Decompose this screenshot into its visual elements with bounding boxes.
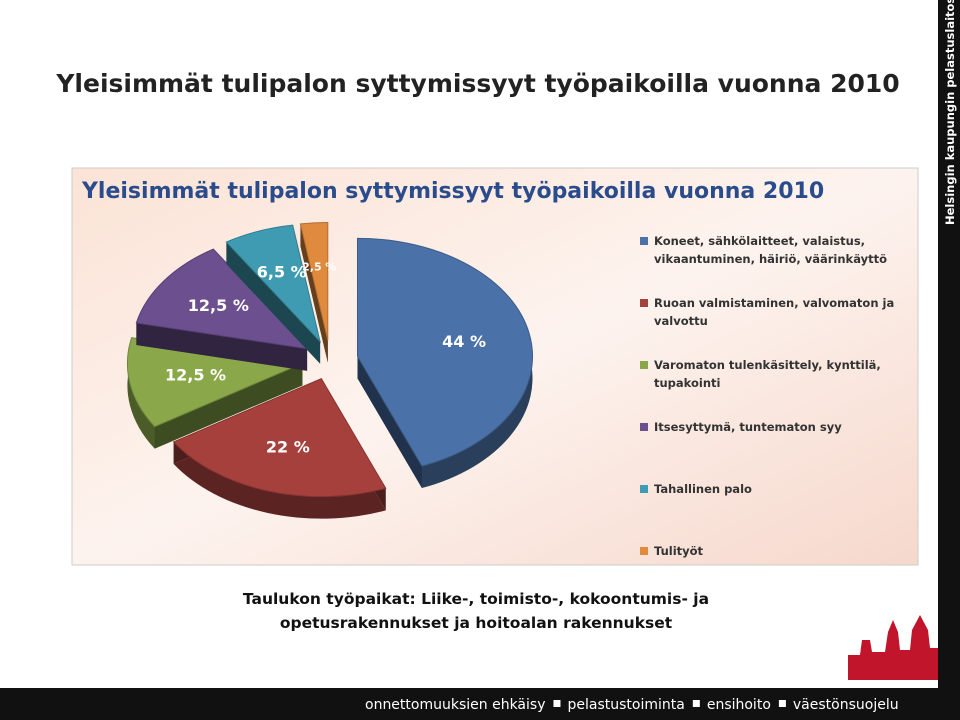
- legend-item: Tulityöt: [640, 542, 910, 604]
- footer-separator: [692, 700, 700, 707]
- legend-label: Ruoan valmistaminen, valvomaton ja valvo…: [654, 296, 895, 328]
- slice-side: [226, 242, 321, 364]
- data-label: 22 %: [266, 438, 310, 457]
- legend-swatch: [640, 547, 648, 555]
- footer: onnettomuuksien ehkäisy pelastustoiminta e…: [365, 697, 899, 713]
- data-label: 44 %: [442, 332, 486, 351]
- slice-side: [154, 363, 303, 449]
- legend-item: Tahallinen palo: [640, 480, 910, 542]
- side-label: Helsingin kaupungin pelastuslaitos: [943, 0, 957, 225]
- data-label: 6,5 %: [257, 263, 307, 282]
- side-bar: [938, 0, 960, 720]
- slice: [225, 224, 322, 364]
- legend-label: Tulityöt: [654, 544, 704, 558]
- data-label: 12,5 %: [165, 365, 226, 384]
- data-label: 12,5 %: [188, 296, 249, 315]
- footer-item: onnettomuuksien ehkäisy: [365, 697, 545, 713]
- slice: [299, 221, 329, 363]
- legend-label: Tahallinen palo: [654, 482, 752, 496]
- slice-side: [300, 223, 328, 363]
- slice-side: [357, 356, 422, 489]
- slice-face: [299, 221, 329, 341]
- pie: 44 % 22 % 12,5 % 12,5 % 6,5 %2,5 %: [126, 221, 534, 519]
- slice-face: [225, 224, 322, 344]
- skyline-logo: [848, 615, 938, 680]
- slice-face: [357, 237, 534, 467]
- legend-item: Varomaton tulenkäsittely, kynttilä, tupa…: [640, 356, 910, 418]
- legend-swatch: [640, 485, 648, 493]
- footer-item: pelastustoiminta: [567, 697, 684, 713]
- legend-item: Koneet, sähkölaitteet, valaistus, vikaan…: [640, 232, 910, 294]
- legend-swatch: [640, 237, 648, 245]
- footer-item: ensihoito: [707, 697, 771, 713]
- legend-label: Itsesyttymä, tuntematon syy: [654, 420, 842, 434]
- caption: Taulukon työpaikat: Liike-, toimisto-, k…: [243, 590, 709, 608]
- legend-label: Koneet, sähkölaitteet, valaistus, vikaan…: [654, 234, 887, 266]
- legend: Koneet, sähkölaitteet, valaistus, vikaan…: [640, 232, 910, 604]
- legend-label: Varomaton tulenkäsittely, kynttilä, tupa…: [654, 358, 881, 390]
- slice-face: [135, 248, 309, 350]
- slice: [172, 378, 387, 519]
- legend-item: Ruoan valmistaminen, valvomaton ja valvo…: [640, 294, 910, 356]
- slide-title: Yleisimmät tulipalon syttymissyyt työpai…: [55, 69, 899, 98]
- slice-side: [136, 322, 308, 371]
- legend-item: Itsesyttymä, tuntematon syy: [640, 418, 910, 480]
- chart-title: Yleisimmät tulipalon syttymissyyt työpai…: [81, 179, 824, 204]
- footer-separator: [778, 700, 786, 707]
- slice: [357, 237, 534, 489]
- slice-face: [172, 378, 387, 498]
- slice: [135, 248, 309, 371]
- legend-swatch: [640, 423, 648, 431]
- footer-separator: [553, 700, 561, 707]
- legend-swatch: [640, 361, 648, 369]
- caption: opetusrakennukset ja hoitoalan rakennuks…: [280, 614, 673, 632]
- data-label: 2,5 %: [302, 261, 336, 274]
- legend-swatch: [640, 299, 648, 307]
- footer-item: väestönsuojelu: [793, 697, 899, 713]
